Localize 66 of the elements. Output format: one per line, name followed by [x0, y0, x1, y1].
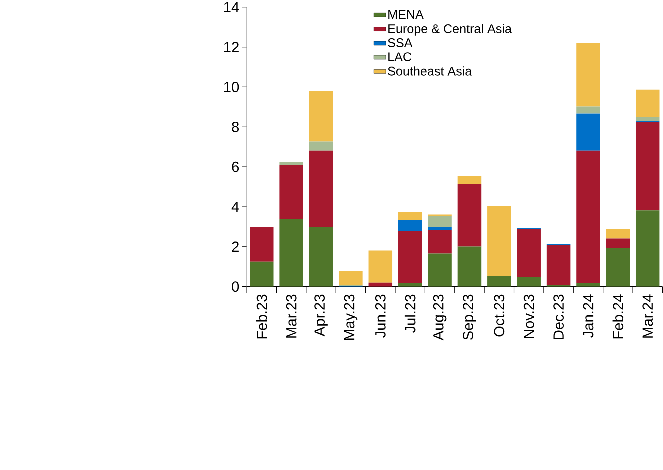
bar [458, 246, 482, 287]
bar [606, 238, 630, 248]
bar [398, 212, 422, 220]
bar [576, 150, 600, 284]
legend-label: SSA [388, 38, 413, 48]
bar [458, 176, 482, 184]
x-tick-label: Jan.24 [583, 294, 594, 338]
legend-label: LAC [388, 52, 412, 62]
bar [606, 248, 630, 287]
bar [636, 122, 660, 210]
bar [280, 165, 304, 220]
bar [428, 254, 452, 287]
x-tick-label: Mar.23 [286, 294, 297, 338]
x-tick-label: Feb.24 [612, 294, 624, 339]
x-tick-label: Jun.23 [375, 294, 386, 338]
bar [280, 162, 304, 166]
bar [576, 114, 600, 151]
y-tick-label: 4 [232, 202, 240, 212]
x-tick-label: Nov.23 [524, 294, 534, 338]
x-tick-label: Aug.23 [433, 294, 447, 341]
y-tick-label: 12 [224, 42, 239, 52]
bar [368, 250, 393, 283]
bar [339, 271, 363, 286]
bar [636, 210, 660, 287]
x-tick-label: Jul.23 [404, 294, 416, 334]
bar [488, 276, 512, 287]
bar [517, 276, 541, 287]
x-tick-label: May.23 [344, 294, 358, 340]
bar [428, 226, 452, 230]
y-tick-label: 2 [232, 242, 239, 252]
bar [546, 245, 571, 286]
bar [606, 229, 630, 239]
bar [576, 283, 600, 287]
bar [458, 184, 482, 247]
y-tick-label: 6 [232, 162, 240, 172]
bar [398, 283, 422, 287]
bar [517, 229, 541, 277]
bar [488, 206, 512, 276]
x-tick-label: Apr.23 [314, 294, 328, 336]
legend-label: MENA [388, 10, 424, 19]
bar [309, 150, 334, 227]
bar [576, 43, 600, 107]
bar [309, 91, 334, 142]
bar [398, 231, 422, 284]
bar [309, 142, 334, 151]
bar [428, 216, 452, 227]
x-tick-label: Dec.23 [554, 294, 564, 340]
bar [309, 226, 334, 287]
y-tick-label: 10 [224, 82, 240, 92]
y-tick-label: 14 [224, 2, 240, 12]
legend-label: Europe & Central Asia [388, 24, 512, 36]
x-tick-label: Mar.24 [642, 294, 654, 338]
bar [280, 219, 304, 287]
bar [636, 90, 660, 118]
bar [428, 230, 452, 254]
bar [250, 262, 274, 287]
y-tick-label: 8 [232, 122, 240, 132]
x-tick-label: Feb.23 [256, 294, 268, 339]
y-tick-label: 0 [232, 282, 240, 292]
bar [398, 220, 422, 232]
bar [576, 106, 600, 114]
x-tick-label: Sep.23 [463, 294, 476, 340]
x-tick-label: Oct.23 [494, 294, 505, 337]
bar [636, 117, 660, 122]
bar [250, 226, 274, 262]
legend-label: Southeast Asia [388, 66, 472, 76]
